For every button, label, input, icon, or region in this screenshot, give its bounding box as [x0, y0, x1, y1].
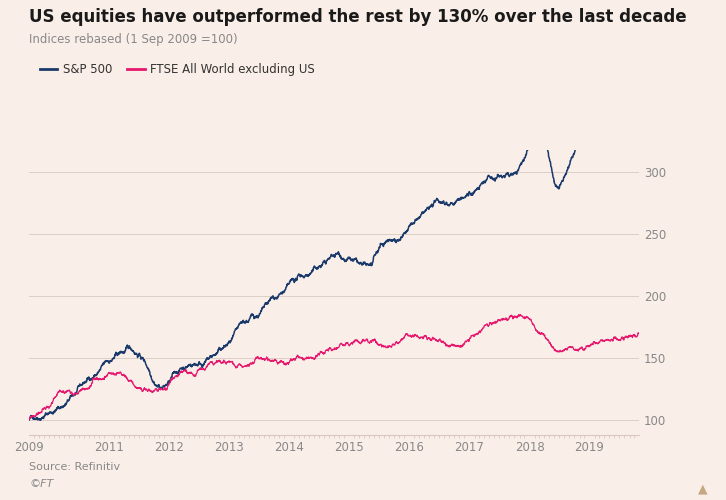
Text: ©FT: ©FT [29, 479, 53, 489]
Text: Indices rebased (1 Sep 2009 =100): Indices rebased (1 Sep 2009 =100) [29, 32, 237, 46]
Legend: S&P 500, FTSE All World excluding US: S&P 500, FTSE All World excluding US [35, 58, 320, 81]
Text: ▲: ▲ [698, 482, 708, 495]
Text: Source: Refinitiv: Source: Refinitiv [29, 462, 121, 472]
Text: US equities have outperformed the rest by 130% over the last decade: US equities have outperformed the rest b… [29, 8, 687, 26]
